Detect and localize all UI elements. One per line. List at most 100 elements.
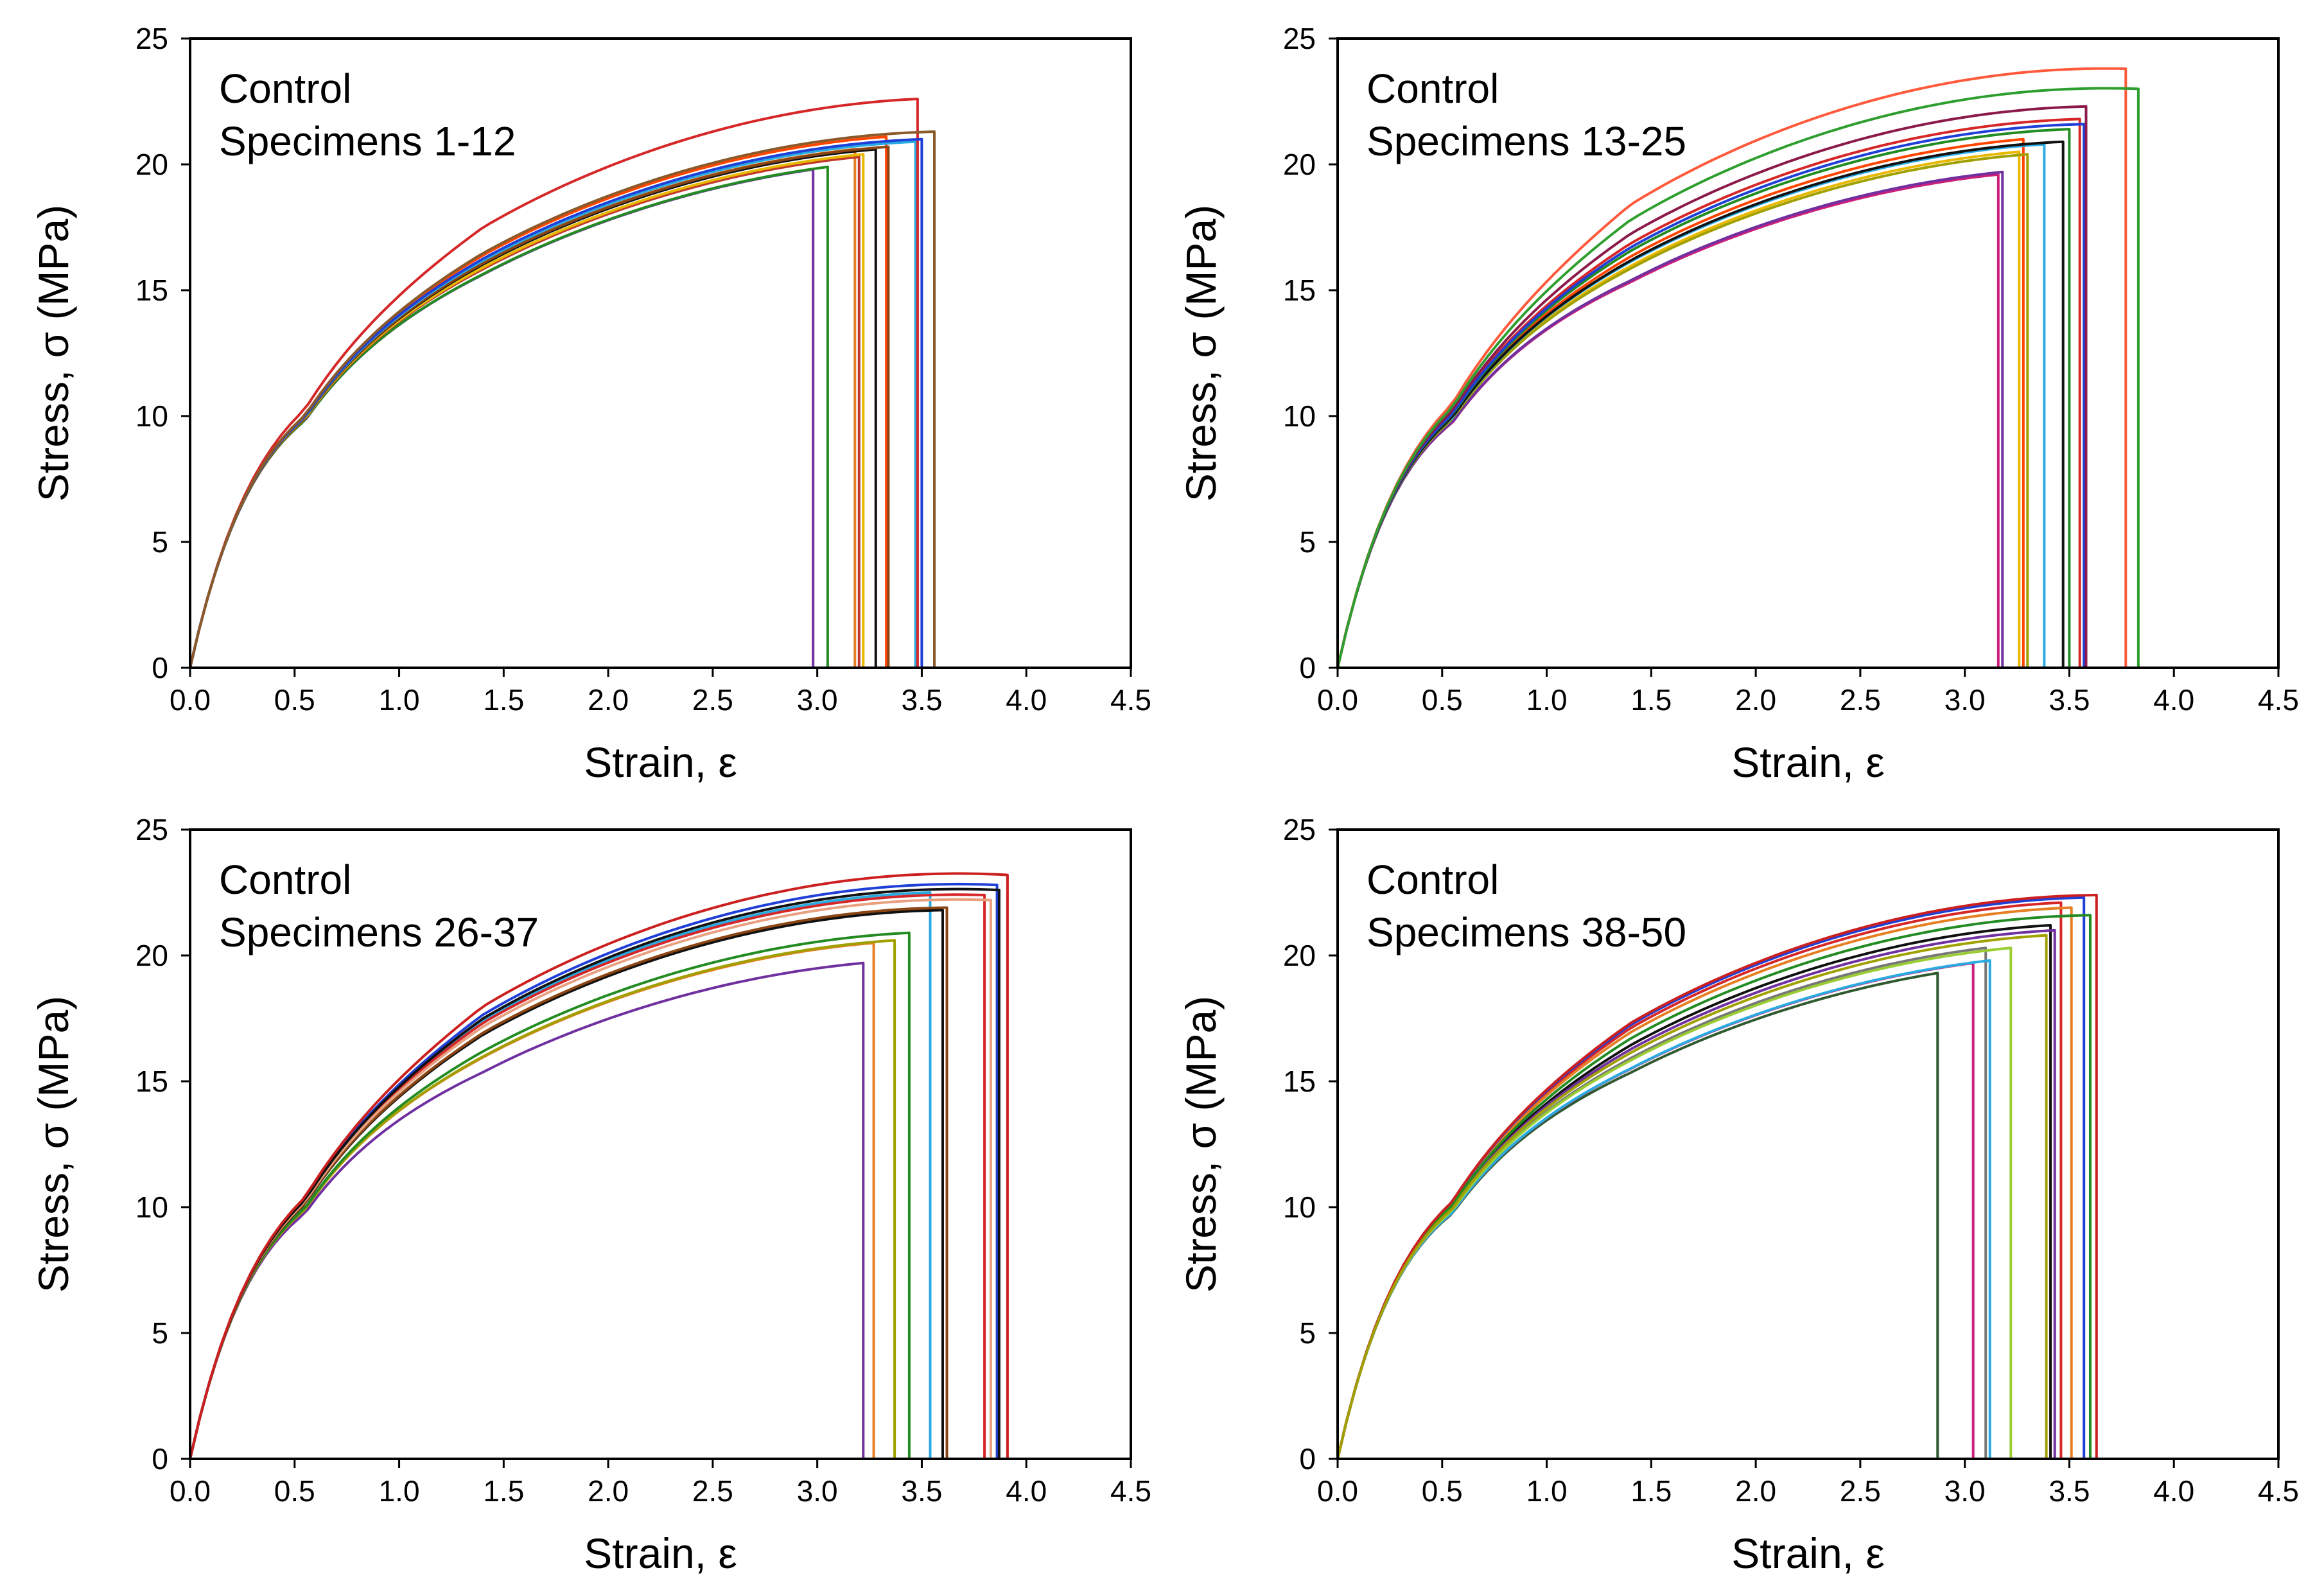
plot-frame [1336,828,2280,1460]
y-tick-label: 10 [1283,399,1316,433]
specimen-21-curve [1336,118,2081,669]
x-tick-label: 3.5 [901,683,942,717]
chart-panel-4: 0.0 0.5 1.0 1.5 2.0 2.5 3.0 3.5 4.0 4.5 0 5 10 15 20 25… [1177,813,2299,1577]
specimen-36-curve [189,887,1000,1460]
y-tick-label: 25 [1283,813,1316,846]
specimen-29-curve [189,931,911,1460]
chart-panel-3: 0.0 0.5 1.0 1.5 2.0 2.5 3.0 3.5 4.0 4.5 0 5 10 15 20 25… [30,813,1151,1577]
specimen-22-curve [1336,123,2086,669]
panel-annotation-line-2: Specimens 38-50 [1367,909,1686,955]
specimen-49-curve [1336,893,2098,1460]
y-tick-label: 5 [1299,1316,1316,1350]
y-tick-label: 0 [1299,1442,1316,1476]
specimen-14-curve [1336,170,2004,669]
x-axis-title: Strain, ε [1731,1529,1885,1577]
x-tick-label: 1.0 [1526,1474,1568,1508]
series-group [1336,893,2098,1460]
specimen-42-curve [1336,946,2013,1460]
y-tick-label: 0 [152,651,168,684]
x-tick-label: 0.5 [274,1474,315,1508]
x-axis-title: Strain, ε [584,738,737,786]
specimen-50-curve [1336,934,2048,1460]
x-tick-label: 1.5 [483,683,524,717]
series-group [189,872,1009,1460]
x-tick-label: 2.5 [1840,1474,1881,1508]
x-tick-label: 2.0 [1735,1474,1776,1508]
x-tick-label: 2.5 [692,1474,733,1508]
y-tick-label: 5 [152,525,168,559]
x-tick-label: 3.0 [797,1474,838,1508]
x-tick-label: 2.0 [588,1474,629,1508]
panel-annotation-line-2: Specimens 1-12 [219,118,516,164]
x-tick-label: 3.0 [1944,683,1986,717]
y-tick-label: 20 [1283,148,1316,181]
x-tick-label: 4.0 [2153,683,2194,717]
specimen-10-curve [189,98,919,669]
panel-annotation-line-2: Specimens 13-25 [1367,118,1686,164]
specimen-19-curve [1336,140,2065,669]
x-tick-label: 0.5 [1422,1474,1463,1508]
x-tick-label: 3.5 [2049,683,2090,717]
specimen-27-curve [189,941,875,1460]
specimen-24-curve [1336,67,2127,669]
x-tick-label: 3.0 [797,683,838,717]
y-axis-title: Stress, σ (MPa) [30,996,77,1293]
x-tick-label: 4.0 [1006,1474,1047,1508]
y-axis-title: Stress, σ (MPa) [30,205,77,501]
x-tick-label: 2.5 [1840,683,1881,717]
x-tick-label: 1.0 [379,1474,420,1508]
x-tick-label: 0.5 [274,683,315,717]
x-tick-label: 2.5 [692,683,733,717]
specimen-35-curve [189,882,999,1460]
specimen-7-curve [189,135,888,669]
specimen-44-curve [1336,928,2056,1460]
x-tick-label: 3.5 [901,1474,942,1508]
x-tick-label: 2.0 [1735,683,1776,717]
y-tick-label: 20 [135,148,168,181]
x-axis-title: Strain, ε [584,1529,737,1577]
x-tick-label: 1.0 [1526,683,1568,717]
specimen-28-curve [189,939,896,1460]
y-tick-label: 5 [152,1316,168,1350]
x-tick-label: 4.5 [1110,683,1151,717]
specimen-26-curve [189,961,865,1460]
specimen-32-curve [189,906,948,1460]
chart-panel-2: 0.0 0.5 1.0 1.5 2.0 2.5 3.0 3.5 4.0 4.5 0 5 10 15 20 25… [1177,22,2299,786]
x-tick-label: 1.0 [379,683,420,717]
panel-annotation-line-1: Control [1367,65,1499,112]
x-tick-label: 4.5 [2258,1474,2299,1508]
x-tick-label: 0.0 [1317,683,1358,717]
x-tick-label: 4.0 [2153,1474,2194,1508]
y-tick-label: 10 [1283,1190,1316,1224]
chart-panel-1: 0.0 0.5 1.0 1.5 2.0 2.5 3.0 3.5 4.0 4.5 0 5 10 15 20 25… [30,22,1151,786]
x-tick-label: 0.0 [170,683,211,717]
panel-annotation-line-1: Control [219,857,351,903]
plot-frame [189,828,1132,1460]
specimen-23-curve [1336,105,2088,669]
x-tick-label: 0.0 [1317,1474,1358,1508]
specimen-18-curve [1336,143,2046,669]
y-tick-label: 25 [135,22,168,55]
x-tick-label: 1.5 [1630,1474,1672,1508]
y-tick-label: 25 [135,813,168,846]
x-tick-label: 2.0 [588,683,629,717]
specimen-12-curve [189,130,936,669]
y-tick-label: 0 [1299,651,1316,684]
y-tick-label: 10 [135,399,168,433]
specimen-37-curve [189,872,1009,1460]
specimen-34-curve [189,898,992,1460]
y-tick-label: 15 [135,1065,168,1098]
y-tick-label: 20 [135,939,168,972]
x-axis-title: Strain, ε [1731,738,1885,786]
y-axis-title: Stress, σ (MPa) [1177,205,1225,501]
x-tick-label: 3.0 [1944,1474,1986,1508]
x-tick-label: 1.5 [1630,683,1672,717]
x-tick-label: 4.5 [2258,683,2299,717]
y-tick-label: 15 [1283,274,1316,307]
panel-annotation-line-1: Control [219,65,351,112]
x-tick-label: 0.5 [1422,683,1463,717]
specimen-15-curve [1336,150,2021,669]
x-tick-label: 1.5 [483,1474,524,1508]
plot-frame [1336,37,2280,669]
specimen-3-curve [189,148,857,669]
